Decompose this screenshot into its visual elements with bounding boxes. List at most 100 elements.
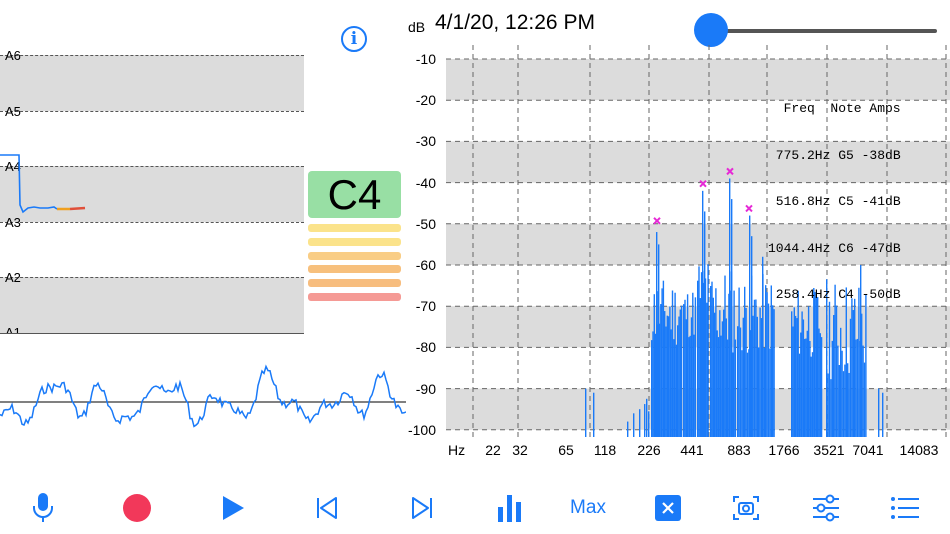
spectrum-bar — [644, 404, 646, 437]
spectrum-bar — [728, 293, 730, 437]
spectrum-bar — [715, 288, 717, 437]
spectrum-bar — [702, 190, 704, 437]
spectrum-bar — [627, 421, 629, 437]
spectrum-bar — [845, 287, 847, 437]
next-button[interactable] — [400, 486, 444, 530]
max-button[interactable]: Max — [570, 497, 606, 518]
spectrum-bar — [742, 317, 744, 437]
spectrum-bar — [697, 280, 699, 437]
skip-back-icon — [317, 497, 337, 519]
spectrum-bar — [773, 309, 775, 437]
info-button[interactable]: i — [341, 26, 367, 52]
record-button[interactable] — [115, 486, 159, 530]
spectrum-bar — [648, 411, 650, 437]
db-tick-label: -40 — [415, 174, 436, 191]
list-button[interactable] — [883, 486, 927, 530]
snapshot-button[interactable] — [724, 486, 768, 530]
spectrum-bar — [679, 309, 681, 437]
spectrum-bar — [671, 290, 674, 437]
hz-tick-label: 22 — [485, 442, 501, 458]
db-tick-label: -30 — [415, 133, 436, 150]
spectrum-bar — [732, 352, 734, 437]
pitch-trace — [0, 154, 86, 214]
spectrum-bar — [662, 280, 665, 437]
level-bar — [308, 224, 401, 232]
spectrum-bar — [830, 379, 832, 437]
db-tick-label: -20 — [415, 92, 436, 109]
spectrum-bar — [677, 325, 679, 437]
note-label-a3: A3 — [5, 215, 21, 230]
spectrum-bar — [711, 281, 713, 437]
spectrum-bar — [838, 365, 840, 437]
spectrum-bar — [855, 339, 857, 437]
settings-button[interactable] — [804, 486, 848, 530]
sliders-icon — [813, 494, 839, 522]
spectrum-bar — [800, 332, 802, 437]
spectrum-bar — [769, 348, 771, 437]
spectrum-bar — [755, 299, 757, 437]
previous-button[interactable] — [305, 486, 349, 530]
volume-slider-knob[interactable] — [694, 13, 728, 47]
spectrum-bar — [804, 338, 806, 437]
waveform — [0, 364, 406, 428]
spectrum-bar — [856, 338, 859, 437]
spectrum-bar — [858, 287, 860, 437]
spectrum-bar — [731, 199, 733, 437]
volume-slider-track[interactable] — [710, 29, 937, 33]
spectrum-bar — [680, 305, 683, 437]
hz-tick-label: 441 — [680, 442, 704, 458]
spectrum-bar — [734, 339, 737, 437]
spectrum-bar — [826, 279, 828, 437]
spectrum-bar — [690, 317, 693, 437]
level-bar — [308, 238, 401, 246]
spectrum-bar — [710, 286, 712, 437]
skip-forward-icon — [412, 497, 432, 519]
list-icon — [891, 497, 919, 519]
detected-note-label: C4 — [327, 170, 382, 218]
spectrum-bar — [847, 363, 849, 437]
spectrum-bar — [678, 316, 680, 437]
spectrum-button[interactable] — [488, 486, 532, 530]
close-square-icon — [655, 495, 681, 521]
spectrum-bar — [794, 315, 797, 437]
spectrum-bar — [760, 318, 763, 437]
spectrum-bar — [686, 294, 689, 437]
spectrum-bar — [704, 211, 706, 437]
spectrum-bar — [684, 299, 686, 437]
spectrum-bar — [882, 392, 884, 437]
spectrum-bar — [685, 319, 687, 437]
db-tick-label: -70 — [415, 298, 436, 315]
note-label-a5: A5 — [5, 104, 21, 119]
microphone-button[interactable] — [21, 486, 65, 530]
spectrum-bar — [656, 232, 658, 437]
play-button[interactable] — [211, 486, 255, 530]
spectrum-bar — [765, 285, 767, 437]
spectrum-bar — [720, 335, 722, 437]
spectrum-bar — [712, 297, 714, 437]
spectrum-bar — [674, 292, 676, 437]
spectrum-bar — [817, 297, 819, 437]
spectrum-bar — [719, 310, 721, 437]
spectrum-bar — [801, 311, 803, 437]
peak-row-4: 258.4Hz C4 -50dB — [775, 287, 901, 302]
spectrum-bar — [820, 337, 823, 437]
spectrum-bar — [741, 350, 743, 437]
spectrum-band — [446, 59, 950, 101]
spectrum-bar — [831, 340, 833, 437]
hz-tick-label: 3521 — [813, 442, 845, 458]
db-tick-label: -100 — [407, 421, 436, 438]
spectrum-bar — [660, 304, 662, 437]
close-button[interactable] — [646, 486, 690, 530]
spectrum-bar — [646, 398, 648, 437]
spectrum-bar — [844, 364, 846, 437]
spectrum-bar — [878, 388, 880, 437]
spectrum-bar — [733, 290, 735, 437]
spectrum-bar — [698, 266, 700, 437]
db-tick-label: -50 — [415, 215, 436, 232]
hz-tick-label: 118 — [593, 442, 617, 458]
spectrum-bar — [813, 288, 815, 437]
spectrum-bar — [694, 297, 697, 437]
spectrum-bar — [810, 356, 812, 437]
spectrum-bar — [834, 284, 836, 437]
spectrum-bar — [815, 297, 818, 437]
